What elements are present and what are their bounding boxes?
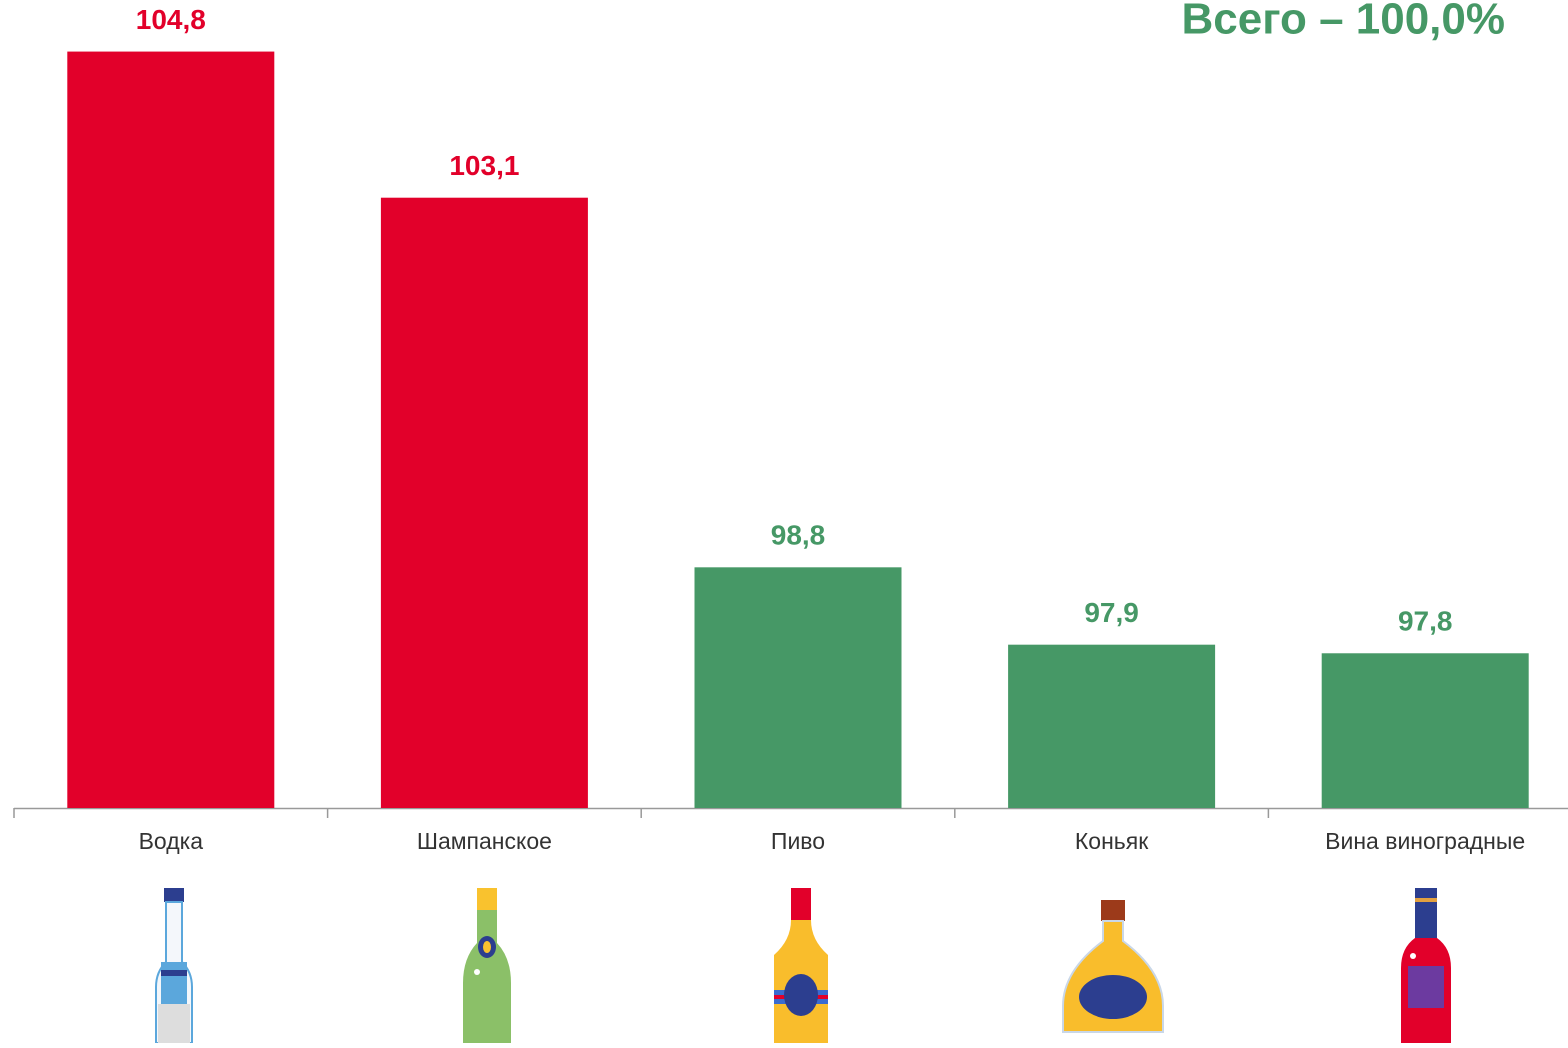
- bar: [1008, 644, 1216, 808]
- x-tick-label: Коньяк: [1075, 828, 1149, 854]
- value-label: 103,1: [449, 150, 519, 181]
- value-label: 97,8: [1398, 606, 1453, 637]
- x-tick-label: Вина виноградные: [1325, 828, 1525, 854]
- bar: [694, 567, 902, 808]
- value-label: 97,9: [1084, 597, 1139, 628]
- x-tick-label: Пиво: [771, 828, 825, 854]
- value-label: 104,8: [136, 4, 206, 35]
- bar: [380, 197, 588, 808]
- bar: [67, 51, 275, 809]
- x-tick-label: Шампанское: [417, 828, 552, 854]
- chart-title: Всего – 100,0%: [1182, 0, 1506, 44]
- bottle-icons: [155, 888, 1451, 1044]
- bar: [1321, 653, 1529, 808]
- value-label: 98,8: [771, 520, 826, 551]
- x-tick-label: Водка: [139, 828, 204, 854]
